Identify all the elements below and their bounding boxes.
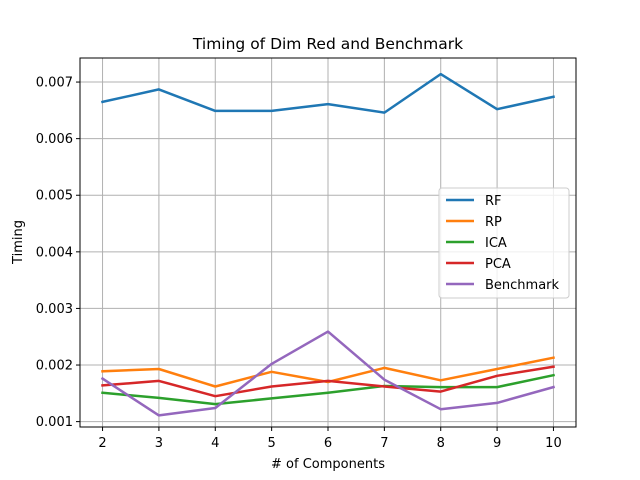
x-axis-ticks: 2 3 4 5 6 7 8 9 10	[98, 427, 562, 451]
x-tick-label: 3	[155, 436, 163, 451]
legend: RF RP ICA PCA Benchmark	[438, 187, 570, 299]
series-line-pca	[101, 365, 555, 398]
legend-label-rf: RF	[485, 194, 502, 209]
x-tick-label: 4	[211, 436, 219, 451]
y-tick-label: 0.005	[36, 189, 73, 204]
x-axis-label: # of Components	[271, 457, 385, 472]
legend-label-rp: RP	[485, 215, 502, 230]
legend-label-benchmark: Benchmark	[485, 278, 560, 293]
legend-label-ica: ICA	[485, 236, 507, 251]
series-lines	[100, 72, 556, 417]
x-tick-label: 8	[437, 436, 445, 451]
x-tick-label: 2	[98, 436, 106, 451]
y-tick-label: 0.004	[36, 245, 73, 260]
y-tick-label: 0.006	[36, 132, 73, 147]
y-axis-label: Timing	[11, 220, 26, 265]
y-axis-ticks: 0.001 0.002 0.003 0.004 0.005 0.006 0.007	[36, 76, 80, 430]
legend-box	[438, 187, 570, 299]
x-tick-label: 10	[545, 436, 562, 451]
y-tick-label: 0.001	[36, 415, 73, 430]
y-tick-label: 0.007	[36, 76, 73, 91]
series-line-ica	[101, 373, 555, 406]
x-tick-label: 5	[267, 436, 275, 451]
x-tick-label: 6	[324, 436, 332, 451]
y-tick-label: 0.003	[36, 302, 73, 317]
series-line-rf	[101, 72, 555, 114]
x-tick-label: 9	[493, 436, 501, 451]
y-tick-label: 0.002	[36, 359, 73, 374]
series-line-benchmark	[100, 330, 556, 417]
chart-title: Timing of Dim Red and Benchmark	[192, 35, 463, 53]
grid-lines	[80, 58, 576, 427]
x-tick-label: 7	[380, 436, 388, 451]
legend-label-pca: PCA	[485, 257, 511, 272]
